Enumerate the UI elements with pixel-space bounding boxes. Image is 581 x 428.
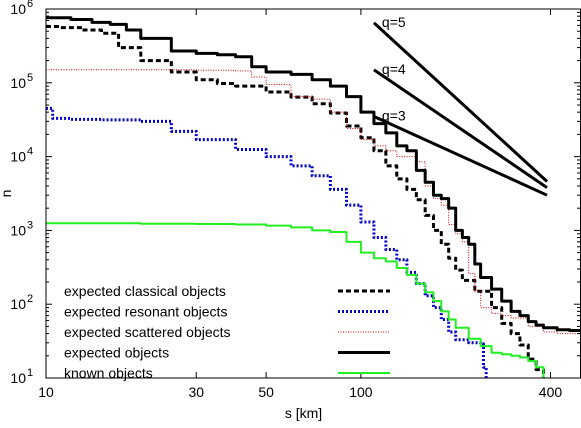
legend-label-expected-resonant-objects: expected resonant objects [64,304,227,320]
series-expected-scattered-objects [46,69,581,335]
slope-label-q-4: q=4 [382,61,406,77]
y-tick-label: 10 [10,149,26,165]
legend-label-known-objects: known objects [64,365,153,381]
y-tick-label: 10 [10,1,26,17]
series-q-4 [373,68,548,189]
slope-label-q-3: q=3 [382,107,406,123]
y-tick-label: 10 [10,75,26,91]
y-tick-exponent: 2 [27,293,33,305]
series-q-3 [373,115,548,197]
series-expected-resonant-objects [46,106,488,378]
legend-label-expected-objects: expected objects [64,345,169,361]
x-tick-label: 400 [539,384,563,400]
legend: expected classical objects expected reson… [64,283,390,381]
legend-label-expected-classical-objects: expected classical objects [64,283,226,299]
x-tick-label: 50 [258,384,274,400]
slope-annotations: q=5 q=4 q=3 [382,14,406,124]
plot-lines [46,16,581,378]
x-axis-label: s [km] [285,405,322,421]
series-expected-classical-objects [46,24,545,378]
series-q-5 [372,21,549,183]
slope-label-q-5: q=5 [382,14,406,30]
y-tick-exponent: 5 [27,72,33,84]
x-tick-label: 10 [38,384,54,400]
legend-label-expected-scattered-objects: expected scattered objects [64,324,231,340]
x-tick-label: 100 [349,384,373,400]
y-tick-exponent: 3 [27,219,33,231]
y-tick-label: 10 [10,222,26,238]
y-tick-exponent: 6 [27,0,33,10]
series-expected-objects [46,16,581,333]
y-tick-label: 10 [10,370,26,386]
y-axis-label: n [0,190,14,198]
x-tick-label: 30 [188,384,204,400]
plot-frame [45,8,581,379]
y-tick-exponent: 1 [27,367,33,379]
series-known-objects [46,222,545,378]
y-tick-label: 10 [10,296,26,312]
y-tick-exponent: 4 [27,146,33,158]
